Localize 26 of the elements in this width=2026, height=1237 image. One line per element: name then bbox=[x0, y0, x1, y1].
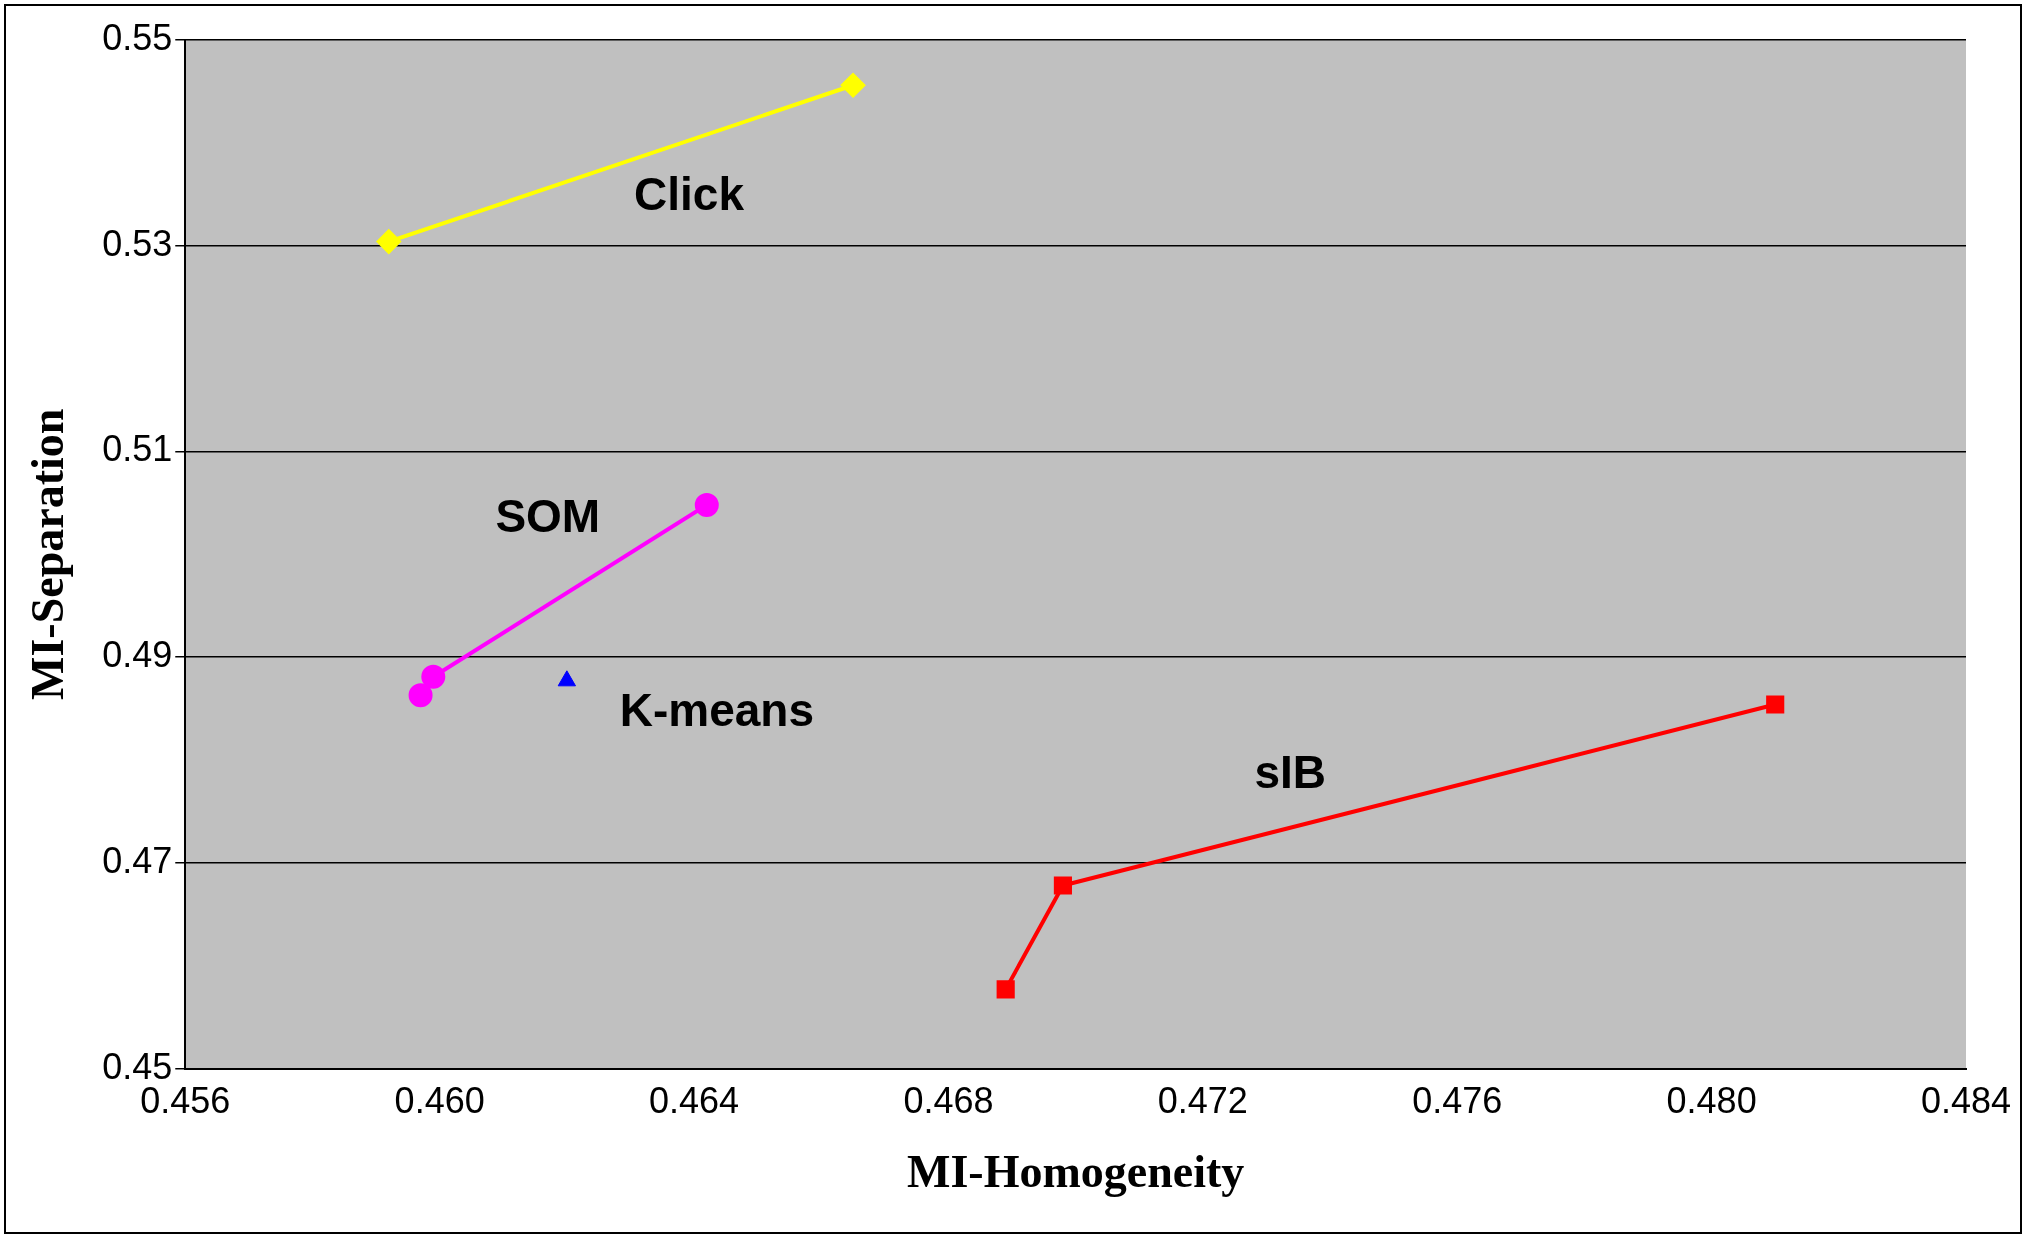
series-label: SOM bbox=[495, 489, 601, 542]
y-tick-label: 0.49 bbox=[102, 634, 173, 676]
point bbox=[376, 229, 401, 254]
x-tick-label: 0.476 bbox=[1412, 1080, 1503, 1122]
x-tick-label: 0.472 bbox=[1157, 1080, 1248, 1122]
x-tick-label: 0.480 bbox=[1666, 1080, 1757, 1122]
y-tick-label: 0.53 bbox=[102, 222, 173, 264]
x-tick-label: 0.468 bbox=[903, 1080, 994, 1122]
series-label: sIB bbox=[1254, 746, 1326, 799]
series-label: Click bbox=[634, 167, 745, 220]
x-tick-label: 0.484 bbox=[1920, 1080, 2012, 1122]
point bbox=[841, 73, 866, 98]
y-axis-title: MI-Separation bbox=[22, 408, 74, 700]
x-tick-label: 0.460 bbox=[394, 1080, 485, 1122]
x-tick-label: 0.464 bbox=[649, 1080, 740, 1122]
point bbox=[996, 980, 1015, 999]
y-tick-label: 0.47 bbox=[102, 839, 173, 881]
series-label: K-means bbox=[619, 683, 814, 736]
point bbox=[421, 664, 446, 689]
point bbox=[1053, 876, 1072, 895]
point bbox=[694, 492, 719, 517]
y-tick-label: 0.55 bbox=[102, 16, 173, 58]
x-axis-title: MI-Homogeneity bbox=[907, 1146, 1245, 1198]
y-tick-label: 0.51 bbox=[102, 428, 173, 470]
point bbox=[408, 683, 433, 708]
point bbox=[1766, 695, 1785, 714]
